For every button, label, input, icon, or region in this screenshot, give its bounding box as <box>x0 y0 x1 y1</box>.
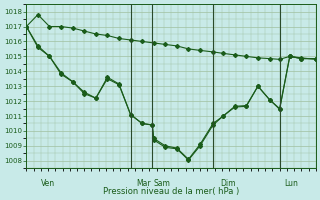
Text: Ven: Ven <box>41 179 55 188</box>
Text: Mar: Mar <box>136 179 151 188</box>
Text: Dim: Dim <box>220 179 236 188</box>
X-axis label: Pression niveau de la mer( hPa ): Pression niveau de la mer( hPa ) <box>103 187 239 196</box>
Text: Sam: Sam <box>154 179 171 188</box>
Text: Lun: Lun <box>284 179 298 188</box>
